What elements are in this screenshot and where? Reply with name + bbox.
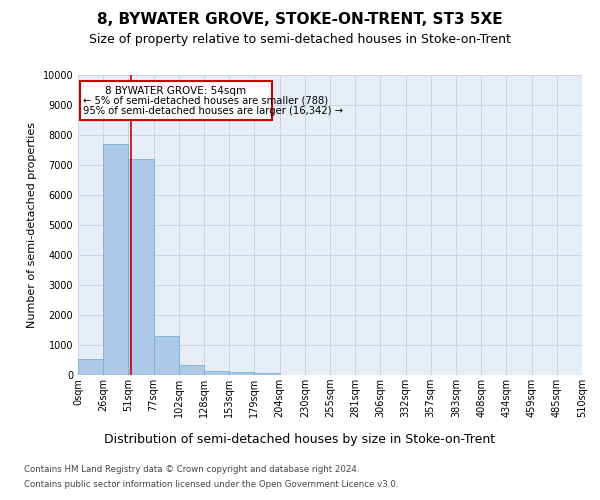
Bar <box>128 159 154 375</box>
Text: 8, BYWATER GROVE, STOKE-ON-TRENT, ST3 5XE: 8, BYWATER GROVE, STOKE-ON-TRENT, ST3 5X… <box>97 12 503 28</box>
FancyBboxPatch shape <box>80 81 272 120</box>
Text: Distribution of semi-detached houses by size in Stoke-on-Trent: Distribution of semi-detached houses by … <box>104 432 496 446</box>
Y-axis label: Number of semi-detached properties: Number of semi-detached properties <box>27 122 37 328</box>
Text: Contains HM Land Registry data © Crown copyright and database right 2024.: Contains HM Land Registry data © Crown c… <box>24 465 359 474</box>
Bar <box>154 336 179 375</box>
Text: 8 BYWATER GROVE: 54sqm: 8 BYWATER GROVE: 54sqm <box>105 86 247 96</box>
Text: 95% of semi-detached houses are larger (16,342) →: 95% of semi-detached houses are larger (… <box>83 106 343 116</box>
Bar <box>103 144 128 375</box>
Text: Size of property relative to semi-detached houses in Stoke-on-Trent: Size of property relative to semi-detach… <box>89 32 511 46</box>
Bar <box>179 364 204 375</box>
Text: Contains public sector information licensed under the Open Government Licence v3: Contains public sector information licen… <box>24 480 398 489</box>
Bar <box>204 370 229 375</box>
Bar <box>78 358 103 375</box>
Text: ← 5% of semi-detached houses are smaller (788): ← 5% of semi-detached houses are smaller… <box>83 96 328 106</box>
Bar <box>229 372 254 375</box>
Bar <box>254 373 280 375</box>
